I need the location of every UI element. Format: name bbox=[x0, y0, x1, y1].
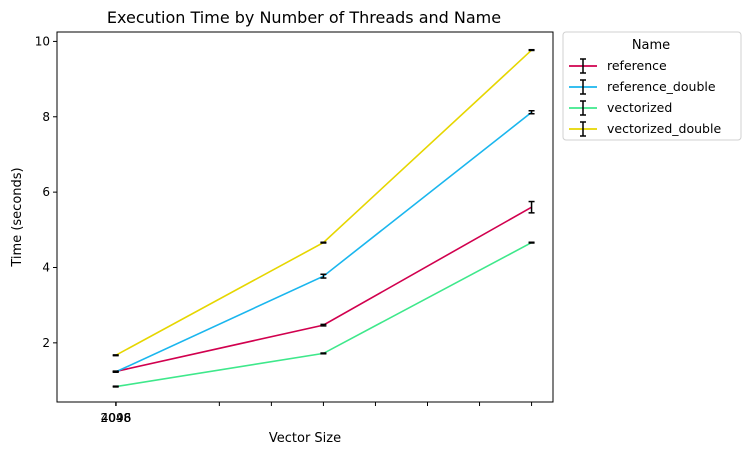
error-bar bbox=[320, 352, 327, 355]
y-tick-label: 8 bbox=[42, 110, 50, 124]
legend-item: vectorized bbox=[569, 100, 672, 116]
error-bar bbox=[112, 385, 119, 388]
error-bar bbox=[112, 354, 119, 357]
series-layer bbox=[112, 48, 535, 388]
y-tick-label: 2 bbox=[42, 336, 50, 350]
error-bar bbox=[112, 370, 119, 373]
legend-title: Name bbox=[632, 38, 670, 53]
legend-items: reference reference_double vectorized vecto… bbox=[569, 58, 721, 137]
legend-label: vectorized bbox=[607, 100, 672, 115]
error-bar bbox=[528, 48, 535, 52]
x-axis-label: Vector Size bbox=[269, 431, 341, 446]
y-axis: 2 4 6 8 10 bbox=[35, 34, 57, 350]
legend: Name reference reference_double vectorized… bbox=[562, 31, 742, 141]
y-axis-label: Time (seconds) bbox=[10, 167, 25, 267]
y-tick-label: 10 bbox=[35, 34, 50, 48]
series-line-vectorized bbox=[115, 241, 532, 388]
error-bar bbox=[320, 323, 327, 327]
error-bar bbox=[320, 241, 327, 244]
series-line-reference bbox=[115, 206, 532, 373]
error-bar bbox=[320, 273, 327, 279]
y-tick-label: 6 bbox=[42, 185, 50, 199]
legend-label: vectorized_double bbox=[607, 121, 721, 136]
error-bar bbox=[528, 200, 535, 214]
legend-item: reference bbox=[569, 58, 667, 74]
chart-title: Execution Time by Number of Threads and … bbox=[107, 8, 501, 27]
y-tick-label: 4 bbox=[42, 260, 50, 274]
legend-item: reference_double bbox=[569, 79, 716, 95]
series-line-vectorized_double bbox=[115, 49, 533, 357]
legend-label: reference_double bbox=[607, 79, 716, 94]
error-bar bbox=[528, 109, 535, 115]
legend-label: reference bbox=[607, 58, 667, 73]
x-tick-label: 4096 bbox=[101, 411, 132, 425]
legend-item: vectorized_double bbox=[569, 121, 721, 137]
legend-frame bbox=[562, 31, 742, 141]
error-bar bbox=[528, 241, 535, 244]
plot-frame bbox=[56, 31, 554, 403]
x-tick-label: 2048 bbox=[100, 411, 131, 425]
